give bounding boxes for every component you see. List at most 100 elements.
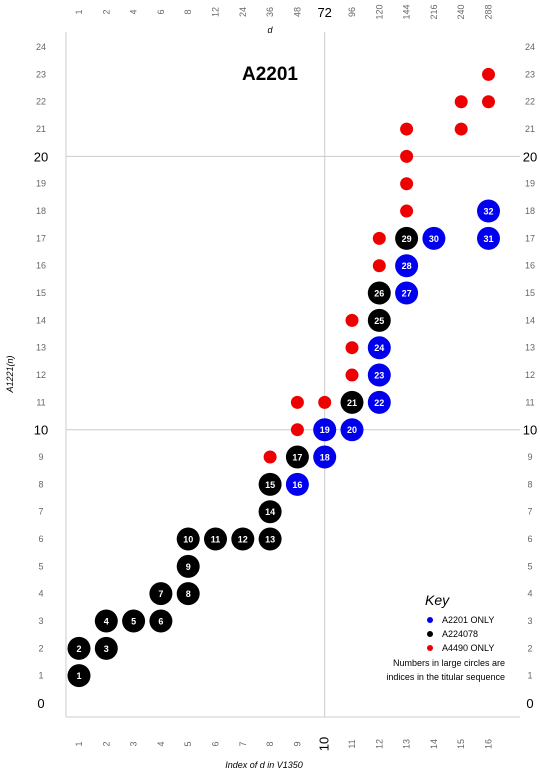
x-tick-12: 12 <box>374 739 384 749</box>
point-red-32 <box>263 450 277 464</box>
legend-note-line-2: indices in the titular sequence <box>386 672 505 682</box>
y-tick-left-11: 11 <box>36 397 45 407</box>
y-tick-left-5: 5 <box>38 561 43 571</box>
y-tick-left-14: 14 <box>36 315 46 325</box>
x-tick-11: 11 <box>347 739 357 748</box>
point-red-46 <box>454 95 468 109</box>
point-21 <box>340 390 364 414</box>
point-7 <box>149 582 173 606</box>
y-tick-right-12: 12 <box>525 370 535 380</box>
axes <box>65 32 520 718</box>
point-red-38 <box>345 313 359 327</box>
top-axis-label: d <box>267 25 273 35</box>
x-tick-6: 6 <box>211 741 221 746</box>
top-tick-12: 12 <box>211 7 221 17</box>
point-25 <box>367 308 391 332</box>
top-tick-48: 48 <box>292 7 302 17</box>
y-tick-right-14: 14 <box>525 315 535 325</box>
point-red-33 <box>290 423 304 437</box>
top-tick-144: 144 <box>402 4 412 19</box>
legend-label-1: A224078 <box>442 629 478 639</box>
point-6 <box>149 609 173 633</box>
point-red-40 <box>372 231 386 245</box>
point-label-14: 14 <box>265 507 275 517</box>
y-tick-left-8: 8 <box>38 479 43 489</box>
point-label-20: 20 <box>347 425 357 435</box>
y-tick-left-10: 10 <box>34 423 48 438</box>
y-tick-left-22: 22 <box>36 97 46 107</box>
point-label-16: 16 <box>292 480 302 490</box>
point-label-9: 9 <box>186 562 191 572</box>
y-tick-left-18: 18 <box>36 206 46 216</box>
point-14 <box>258 500 282 524</box>
point-red-47 <box>482 95 495 109</box>
top-tick-216: 216 <box>429 4 439 19</box>
point-label-6: 6 <box>158 617 163 627</box>
point-10 <box>176 527 200 551</box>
y-tick-left-20: 20 <box>34 149 48 164</box>
x-tick-5: 5 <box>183 741 193 746</box>
y-tick-right-0: 0 <box>526 696 533 711</box>
y-tick-right-18: 18 <box>525 206 535 216</box>
point-label-17: 17 <box>292 453 302 463</box>
y-tick-right-7: 7 <box>527 507 532 517</box>
point-label-22: 22 <box>374 398 384 408</box>
y-tick-right-16: 16 <box>525 261 535 271</box>
legend-entries: A2201 ONLY A224078 A4490 ONLY <box>427 615 494 653</box>
y-tick-right-17: 17 <box>525 233 535 243</box>
point-label-25: 25 <box>374 316 384 326</box>
y-tick-left-9: 9 <box>38 452 43 462</box>
point-label-15: 15 <box>265 480 275 490</box>
x-tick-8: 8 <box>265 741 275 746</box>
top-tick-24: 24 <box>238 7 248 17</box>
y-tick-left-13: 13 <box>36 343 46 353</box>
y-tick-left-0: 0 <box>37 696 44 711</box>
point-label-3: 3 <box>104 644 109 654</box>
point-4 <box>94 609 118 633</box>
x-tick-9: 9 <box>292 741 302 746</box>
point-15 <box>258 472 282 496</box>
point-red-43 <box>400 149 414 163</box>
y-tick-left-23: 23 <box>36 69 46 79</box>
point-2 <box>67 636 91 660</box>
point-red-34 <box>290 395 304 409</box>
point-label-8: 8 <box>186 589 191 599</box>
point-30 <box>422 226 446 250</box>
point-8 <box>176 582 200 606</box>
y-tick-right-22: 22 <box>525 97 535 107</box>
point-13 <box>258 527 282 551</box>
y-tick-left-17: 17 <box>36 233 46 243</box>
y-tick-right-20: 20 <box>523 149 537 164</box>
point-17 <box>285 445 309 469</box>
point-label-29: 29 <box>402 234 412 244</box>
point-label-32: 32 <box>483 207 493 217</box>
point-red-35 <box>318 395 332 409</box>
point-20 <box>340 418 364 442</box>
legend: Key A2201 ONLY A224078 A4490 ONLY Numbers … <box>386 592 505 682</box>
point-label-10: 10 <box>183 535 193 545</box>
point-label-12: 12 <box>238 535 248 545</box>
point-1 <box>67 664 91 688</box>
y-tick-right-1: 1 <box>527 671 532 681</box>
point-5 <box>122 609 146 633</box>
top-tick-6: 6 <box>156 9 166 14</box>
point-red-39 <box>372 259 386 273</box>
y-tick-left-2: 2 <box>38 643 43 653</box>
chart-title: A2201 <box>242 64 298 85</box>
y-tick-left-4: 4 <box>38 589 43 599</box>
top-tick-1: 1 <box>74 9 84 14</box>
y-tick-left-7: 7 <box>38 507 43 517</box>
y-tick-left-16: 16 <box>36 261 46 271</box>
point-11 <box>204 527 227 551</box>
point-9 <box>176 554 200 578</box>
point-label-23: 23 <box>374 371 384 381</box>
y-tick-left-15: 15 <box>36 288 46 298</box>
point-red-36 <box>345 368 359 382</box>
point-label-31: 31 <box>483 234 493 244</box>
point-red-44 <box>400 122 414 136</box>
point-label-19: 19 <box>320 425 330 435</box>
point-label-11: 11 <box>211 535 221 545</box>
y-tick-right-4: 4 <box>527 589 532 599</box>
